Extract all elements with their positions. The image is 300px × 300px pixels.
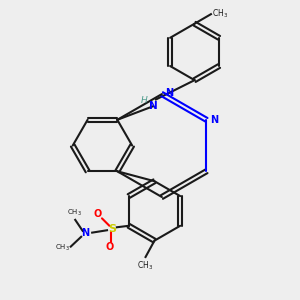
Text: CH$_3$: CH$_3$	[212, 7, 229, 20]
Text: O: O	[93, 209, 102, 219]
Text: N: N	[82, 228, 90, 238]
Text: N: N	[148, 101, 157, 111]
Text: CH$_3$: CH$_3$	[137, 259, 153, 272]
Text: H: H	[141, 96, 147, 105]
Text: CH$_3$: CH$_3$	[55, 243, 70, 253]
Text: S: S	[108, 224, 116, 234]
Text: O: O	[105, 242, 113, 253]
Text: N: N	[166, 88, 174, 98]
Text: CH$_3$: CH$_3$	[67, 208, 82, 218]
Text: N: N	[210, 115, 218, 125]
